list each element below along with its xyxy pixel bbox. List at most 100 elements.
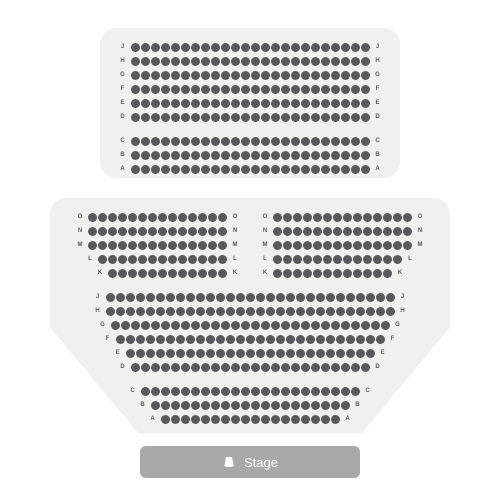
- seat[interactable]: [351, 85, 360, 94]
- seat[interactable]: [176, 293, 185, 302]
- seat[interactable]: [171, 151, 180, 160]
- seat[interactable]: [251, 401, 260, 410]
- seat[interactable]: [283, 255, 292, 264]
- seat[interactable]: [311, 415, 320, 424]
- seat[interactable]: [276, 335, 285, 344]
- seat[interactable]: [363, 227, 372, 236]
- seat[interactable]: [211, 401, 220, 410]
- seat[interactable]: [373, 269, 382, 278]
- seat[interactable]: [191, 401, 200, 410]
- seat[interactable]: [188, 227, 197, 236]
- seat[interactable]: [186, 307, 195, 316]
- seat[interactable]: [168, 269, 177, 278]
- seat[interactable]: [118, 213, 127, 222]
- seat[interactable]: [171, 165, 180, 174]
- seat[interactable]: [191, 113, 200, 122]
- seat[interactable]: [191, 43, 200, 52]
- seat[interactable]: [341, 71, 350, 80]
- seat[interactable]: [211, 137, 220, 146]
- seat[interactable]: [108, 213, 117, 222]
- seat[interactable]: [301, 165, 310, 174]
- seat[interactable]: [381, 321, 390, 330]
- seat[interactable]: [128, 213, 137, 222]
- seat[interactable]: [261, 113, 270, 122]
- seat[interactable]: [221, 99, 230, 108]
- seat[interactable]: [98, 241, 107, 250]
- seat[interactable]: [178, 213, 187, 222]
- seat[interactable]: [211, 113, 220, 122]
- seat[interactable]: [351, 165, 360, 174]
- seat[interactable]: [231, 43, 240, 52]
- seat[interactable]: [138, 255, 147, 264]
- seat[interactable]: [301, 151, 310, 160]
- seat[interactable]: [356, 335, 365, 344]
- seat[interactable]: [266, 293, 275, 302]
- seat[interactable]: [281, 363, 290, 372]
- seat[interactable]: [351, 43, 360, 52]
- seat[interactable]: [336, 307, 345, 316]
- seat[interactable]: [141, 57, 150, 66]
- seat[interactable]: [161, 415, 170, 424]
- seat[interactable]: [361, 113, 370, 122]
- seat[interactable]: [126, 335, 135, 344]
- seat[interactable]: [393, 241, 402, 250]
- seat[interactable]: [283, 227, 292, 236]
- seat[interactable]: [383, 213, 392, 222]
- seat[interactable]: [331, 387, 340, 396]
- seat[interactable]: [311, 137, 320, 146]
- seat[interactable]: [161, 151, 170, 160]
- seat[interactable]: [246, 335, 255, 344]
- seat[interactable]: [281, 43, 290, 52]
- seat[interactable]: [361, 99, 370, 108]
- seat[interactable]: [301, 43, 310, 52]
- seat[interactable]: [241, 57, 250, 66]
- seat[interactable]: [221, 71, 230, 80]
- seat[interactable]: [161, 363, 170, 372]
- seat[interactable]: [158, 227, 167, 236]
- seat[interactable]: [231, 85, 240, 94]
- seat[interactable]: [241, 85, 250, 94]
- seat[interactable]: [221, 113, 230, 122]
- seat[interactable]: [201, 85, 210, 94]
- seat[interactable]: [371, 321, 380, 330]
- seat[interactable]: [311, 57, 320, 66]
- seat[interactable]: [326, 349, 335, 358]
- seat[interactable]: [231, 137, 240, 146]
- seat[interactable]: [201, 99, 210, 108]
- seat[interactable]: [291, 151, 300, 160]
- seat[interactable]: [331, 363, 340, 372]
- seat[interactable]: [98, 255, 107, 264]
- seat[interactable]: [108, 269, 117, 278]
- seat[interactable]: [191, 363, 200, 372]
- seat[interactable]: [346, 307, 355, 316]
- seat[interactable]: [206, 307, 215, 316]
- seat[interactable]: [403, 241, 412, 250]
- seat[interactable]: [108, 255, 117, 264]
- seat[interactable]: [128, 269, 137, 278]
- seat[interactable]: [218, 227, 227, 236]
- seat[interactable]: [291, 71, 300, 80]
- seat[interactable]: [281, 85, 290, 94]
- seat[interactable]: [148, 269, 157, 278]
- seat[interactable]: [321, 165, 330, 174]
- seat[interactable]: [291, 401, 300, 410]
- seat[interactable]: [246, 293, 255, 302]
- seat[interactable]: [301, 401, 310, 410]
- seat[interactable]: [293, 213, 302, 222]
- seat[interactable]: [151, 321, 160, 330]
- seat[interactable]: [291, 137, 300, 146]
- seat[interactable]: [343, 241, 352, 250]
- seat[interactable]: [198, 227, 207, 236]
- seat[interactable]: [266, 307, 275, 316]
- seat[interactable]: [271, 113, 280, 122]
- seat[interactable]: [241, 387, 250, 396]
- seat[interactable]: [211, 363, 220, 372]
- seat[interactable]: [331, 321, 340, 330]
- seat[interactable]: [126, 293, 135, 302]
- seat[interactable]: [201, 363, 210, 372]
- seat[interactable]: [106, 293, 115, 302]
- seat[interactable]: [376, 307, 385, 316]
- seat[interactable]: [386, 307, 395, 316]
- seat[interactable]: [181, 57, 190, 66]
- seat[interactable]: [241, 137, 250, 146]
